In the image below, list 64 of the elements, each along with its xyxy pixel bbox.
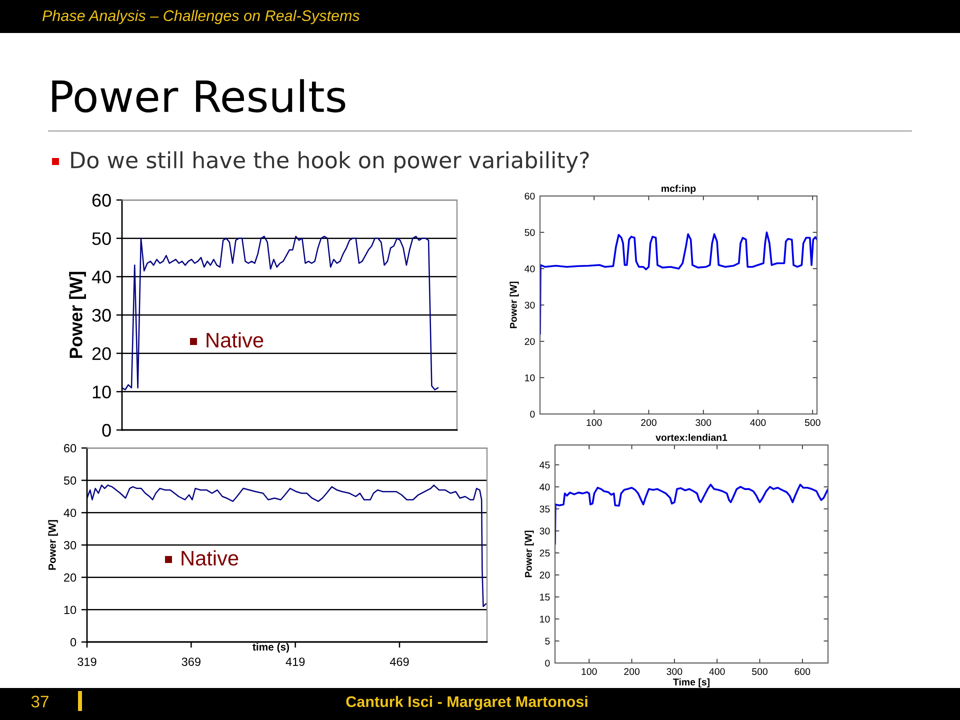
chart-subtitle: Do we still have the hook on power variability?	[71, 151, 589, 173]
y-tick-label: 20	[64, 573, 76, 582]
x-tick-label: 369	[182, 658, 200, 666]
y-tick-label: 5	[545, 638, 550, 645]
y-tick-label: 40	[92, 270, 111, 284]
y-tick-label: 40	[540, 484, 550, 490]
y-tick-label: 45	[540, 462, 550, 468]
y-tick-label: 0	[530, 410, 535, 418]
x-tick-label: 300	[666, 668, 682, 675]
text: 37	[31, 696, 48, 708]
annotation: Native	[182, 550, 238, 566]
y-tick-label: 30	[540, 528, 550, 534]
y-tick-label: 50	[524, 229, 535, 236]
chart-title: Power Results	[52, 79, 346, 112]
text: Canturk Isci - Margaret Martonosi	[346, 696, 588, 710]
y-tick-label: 10	[64, 606, 76, 614]
y-tick-label: 35	[540, 506, 550, 512]
y-tick-label: 30	[92, 308, 111, 322]
y-tick-label: 60	[64, 444, 76, 452]
x-tick-label: 200	[624, 668, 640, 675]
x-tick-label: 319	[78, 658, 96, 666]
x-tick-label: 469	[390, 658, 409, 666]
x-tick-label: 100	[586, 419, 602, 426]
y-tick-label: 0	[70, 638, 76, 646]
x-tick-label: 400	[709, 668, 725, 675]
y-tick-label: 30	[524, 302, 535, 309]
y-axis-title: Power [W]	[510, 282, 519, 328]
x-tick-label: 419	[286, 658, 305, 666]
x-axis-title: Time [s]	[673, 678, 710, 688]
x-tick-label: 400	[750, 419, 766, 426]
line-series	[122, 236, 439, 390]
y-tick-label: 20	[524, 338, 535, 345]
y-tick-label: 25	[540, 550, 550, 557]
chart-title: mcf:inp	[662, 184, 696, 194]
y-tick-label: 40	[64, 508, 76, 518]
y-tick-label: 10	[540, 616, 550, 623]
y-tick-label: 60	[524, 192, 535, 200]
line-series	[540, 231, 817, 335]
x-tick-label: 600	[794, 668, 810, 675]
y-tick-label: 0	[545, 660, 550, 667]
annotation: Native	[206, 332, 264, 348]
y-axis-title: Power [W]	[69, 272, 86, 358]
x-tick-label: 500	[752, 668, 768, 675]
x-tick-label: 300	[696, 419, 712, 426]
y-tick-label: 20	[540, 572, 550, 579]
y-tick-label: 30	[64, 541, 76, 550]
x-tick-label: 100	[582, 668, 597, 675]
y-tick-label: 20	[92, 347, 111, 360]
y-tick-label: 10	[525, 374, 535, 382]
x-tick-label: 200	[641, 419, 656, 426]
chart-title: vortex:lendian1	[656, 434, 728, 441]
y-axis-title: Power [W]	[48, 520, 58, 570]
y-tick-label: 60	[92, 194, 111, 207]
y-tick-label: 10	[92, 386, 111, 398]
y-tick-label: 50	[64, 476, 76, 485]
y-tick-label: 0	[102, 424, 111, 437]
line-series	[555, 484, 828, 545]
y-tick-label: 15	[540, 594, 550, 601]
x-tick-label: 500	[804, 419, 820, 426]
y-axis-title: Power [W]	[524, 530, 534, 578]
y-tick-label: 40	[524, 265, 535, 272]
y-tick-label: 50	[92, 232, 111, 246]
text: Phase Analysis – Challenges on Real-Systems	[42, 10, 360, 24]
x-axis-title: time (s)	[252, 642, 290, 653]
